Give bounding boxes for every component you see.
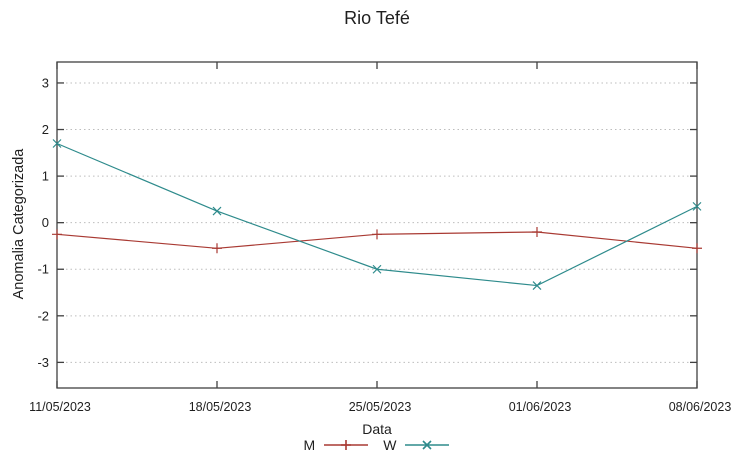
- chart-legend: M W: [57, 438, 697, 452]
- y-tick-label: -2: [37, 308, 49, 323]
- x-axis-label: Data: [362, 421, 392, 437]
- series-W: [52, 139, 702, 290]
- legend-label-w: W: [383, 437, 397, 453]
- axis-ticks: [56, 62, 698, 388]
- legend-label-m: M: [303, 437, 316, 453]
- x-tick-label: 11/05/2023: [29, 400, 91, 414]
- legend-sample-m: [324, 440, 369, 450]
- chart-title: Rio Tefé: [344, 8, 410, 28]
- plot-frame: [56, 61, 698, 389]
- x-tick-label: 01/06/2023: [509, 400, 572, 414]
- legend-entry-m: M: [304, 438, 370, 452]
- x-tick-label: 25/05/2023: [349, 400, 412, 414]
- x-tick-label: 18/05/2023: [189, 400, 252, 414]
- y-tick-label: 2: [42, 122, 49, 137]
- series-M: [52, 226, 702, 254]
- grid-lines: [57, 82, 697, 363]
- x-tick-labels: 11/05/2023 18/05/2023 25/05/2023 01/06/2023…: [29, 400, 731, 414]
- y-tick-label: -3: [37, 355, 49, 370]
- y-tick-labels: -3 -2 -1 0 1 2 3: [37, 75, 49, 369]
- y-tick-label: -1: [37, 262, 49, 277]
- y-tick-label: 3: [42, 75, 49, 90]
- x-tick-label: 08/06/2023: [669, 400, 732, 414]
- legend-entry-w: W: [383, 438, 450, 452]
- y-tick-label: 1: [42, 169, 49, 184]
- legend-sample-w: [405, 440, 450, 450]
- y-tick-label: 0: [42, 215, 49, 230]
